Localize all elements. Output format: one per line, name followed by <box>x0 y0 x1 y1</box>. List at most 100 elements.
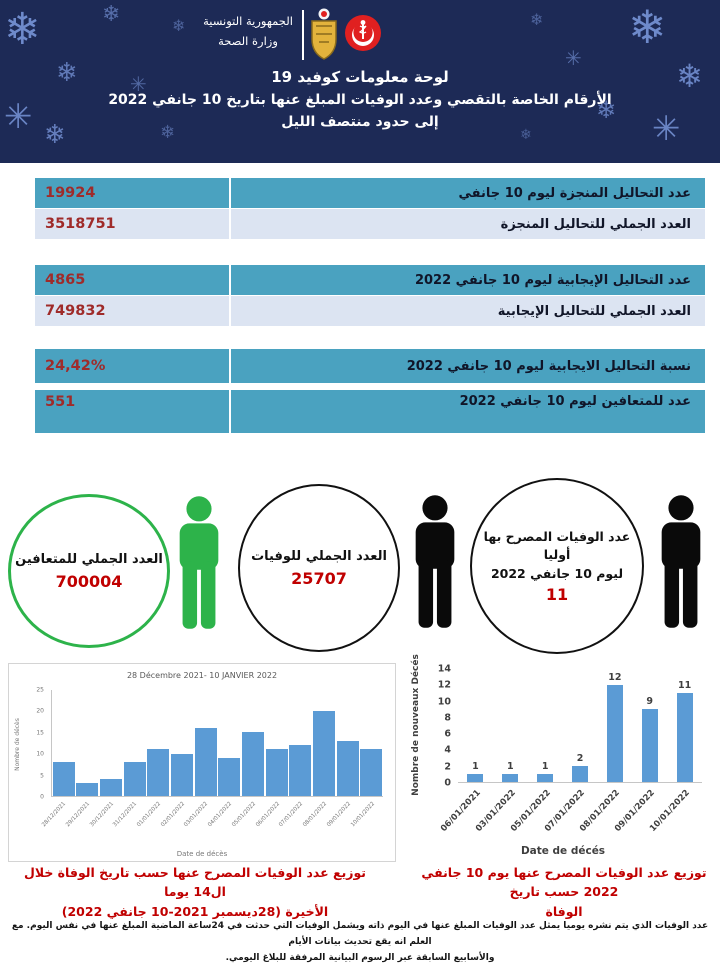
bar-group <box>76 690 100 796</box>
cell-divider <box>229 265 231 295</box>
circle-label: العدد الجملي للوفيات <box>251 549 387 565</box>
bar-value-label: 11 <box>677 680 692 692</box>
circle-label: ليوم 10 جانفي 2022 <box>490 565 624 581</box>
circle-label: عدد الوفيات المصرح بها <box>483 529 631 545</box>
bar <box>467 773 484 782</box>
plot-area <box>51 690 383 797</box>
bar-group <box>217 690 241 796</box>
x-tick-label: 10/01/2022 <box>648 788 692 834</box>
bar-group: 9 <box>632 669 667 782</box>
y-tick: 14 <box>437 663 451 675</box>
footer-note: عدد الوفيات الذي يتم نشره يوميا يمثل عدد… <box>8 918 712 967</box>
caption-line: توزيع عدد الوفيات المصرح عنها يوم 10 جان… <box>421 865 707 900</box>
title-line3: إلى حدود منتصف الليل <box>281 114 439 130</box>
snowflake-icon: ❄ <box>102 2 121 27</box>
stat-label: عدد التحاليل المنجزة ليوم 10 جانفي <box>458 185 691 201</box>
footer-line: عدد الوفيات الذي يتم نشره يوميا يمثل عدد… <box>11 921 709 948</box>
stat-label: عدد التحاليل الإيجابية ليوم 10 جانفي 202… <box>414 272 691 288</box>
bar-value-label: 12 <box>608 672 622 684</box>
x-tick-label: 10/01/2022 <box>349 801 376 829</box>
y-tick: 10 <box>437 696 451 708</box>
bar-group: 1 <box>458 669 493 782</box>
bar-group <box>147 690 171 796</box>
y-tick: 15 <box>36 729 44 737</box>
cell-divider <box>229 178 231 208</box>
bar-value-label: 1 <box>541 760 549 772</box>
stat-value: 24,42% <box>45 358 106 374</box>
bar-group <box>359 690 383 796</box>
bar <box>218 757 241 796</box>
snowflake-icon: ❄ <box>520 127 532 143</box>
x-axis-categories: 28/12/2021 29/12/2021 30/12/2021 31/12/2021… <box>41 798 383 840</box>
bar-group <box>288 690 312 796</box>
y-tick: 5 <box>40 772 44 780</box>
bar <box>676 693 693 782</box>
bar <box>312 711 335 796</box>
caption-line: الأخيرة (28ديسمبر 2021-10 جانفي 2022) <box>61 903 329 919</box>
bar <box>336 740 359 796</box>
caption-line: توزيع عدد الوفيات المصرح عنها حسب تاريخ … <box>23 865 367 900</box>
stat-row-positive-today: عدد التحاليل الإيجابية ليوم 10 جانفي 202… <box>35 265 705 295</box>
tunisia-emblem-icon <box>311 8 337 60</box>
circle-value: 25707 <box>291 568 347 588</box>
stat-row-tests-today: عدد التحاليل المنجزة ليوم 10 جانفي 19924 <box>35 178 705 208</box>
x-axis-label: Date de décés <box>520 845 606 857</box>
bar <box>265 749 288 796</box>
caption-line: الوفاة <box>545 903 583 919</box>
bar-group <box>265 690 289 796</box>
cell-divider <box>229 296 231 326</box>
y-tick: 2 <box>444 761 451 773</box>
bulletin-title: لوحة معلومات كوفيد 19 الأرقام الخاصة بال… <box>60 68 660 130</box>
cell-divider <box>229 390 231 433</box>
bar-value-label: 9 <box>646 696 654 708</box>
y-tick: 0 <box>444 777 451 789</box>
plot-area: 1 1 1 2 12 9 11 <box>458 669 702 783</box>
ministry-name: الجمهورية التونسية وزارة الصحة <box>200 12 296 51</box>
left-chart-caption: توزيع عدد الوفيات المصرح عنها حسب تاريخ … <box>10 863 380 921</box>
bar-group: 1 <box>493 669 528 782</box>
header-banner: ❄ ❄ ✳ ❄ ❄ ✳ ❄ ❄ ❄ ✳ ❄ ❄ ❄ ✳ ❄ الجمهورية … <box>0 0 720 163</box>
bar-group: 11 <box>667 669 702 782</box>
bar-group: 2 <box>563 669 598 782</box>
bar <box>76 783 99 796</box>
virus-icon: ✳ <box>565 46 582 70</box>
y-axis-label: Nombre de décès <box>13 717 21 771</box>
ministry-line2: وزارة الصحة <box>218 33 278 48</box>
circle-value: 11 <box>545 584 569 604</box>
bar-value-label: 1 <box>472 760 479 772</box>
bar <box>100 779 123 796</box>
chart-title: 28 Décembre 2021- 10 JANVIER 2022 <box>126 671 278 680</box>
person-black-icon <box>415 495 455 628</box>
snowflake-icon: ❄ <box>530 10 544 29</box>
bar <box>147 749 170 796</box>
bar <box>641 709 658 782</box>
y-axis-label: Nombre de nouveaux Décés <box>411 654 421 796</box>
ministry-line1: الجمهورية التونسية <box>203 14 293 28</box>
total-deaths-circle: العدد الجملي للوفيات 25707 <box>238 484 400 652</box>
stat-value: 19924 <box>45 185 96 201</box>
bar <box>606 685 623 782</box>
stat-row-positivity-rate: نسبة التحاليل الايجابية ليوم 10 جانفي 20… <box>35 349 705 383</box>
stat-value: 3518751 <box>45 216 116 232</box>
stat-value: 749832 <box>45 303 106 319</box>
bar-group <box>52 690 76 796</box>
cell-divider <box>229 209 231 239</box>
total-recovered-circle: العدد الجملي للمتعافين 700004 <box>8 494 170 648</box>
bar <box>537 773 554 782</box>
y-tick: 6 <box>444 728 451 740</box>
header-divider <box>302 10 304 60</box>
bar-group <box>241 690 265 796</box>
y-tick: 25 <box>36 686 44 694</box>
bar <box>572 765 588 782</box>
bar-value-label: 1 <box>506 760 514 772</box>
deaths-reported-today-circle: عدد الوفيات المصرح بها أوليا ليوم 10 جان… <box>470 478 644 654</box>
person-green-icon <box>179 496 219 629</box>
stat-label: نسبة التحاليل الايجابية ليوم 10 جانفي 20… <box>406 358 691 374</box>
bar-group <box>99 690 123 796</box>
circle-label: العدد الجملي للمتعافين <box>15 552 163 568</box>
snowflake-icon: ❄ <box>4 4 41 55</box>
bar <box>360 749 383 796</box>
stat-value: 4865 <box>45 272 86 288</box>
